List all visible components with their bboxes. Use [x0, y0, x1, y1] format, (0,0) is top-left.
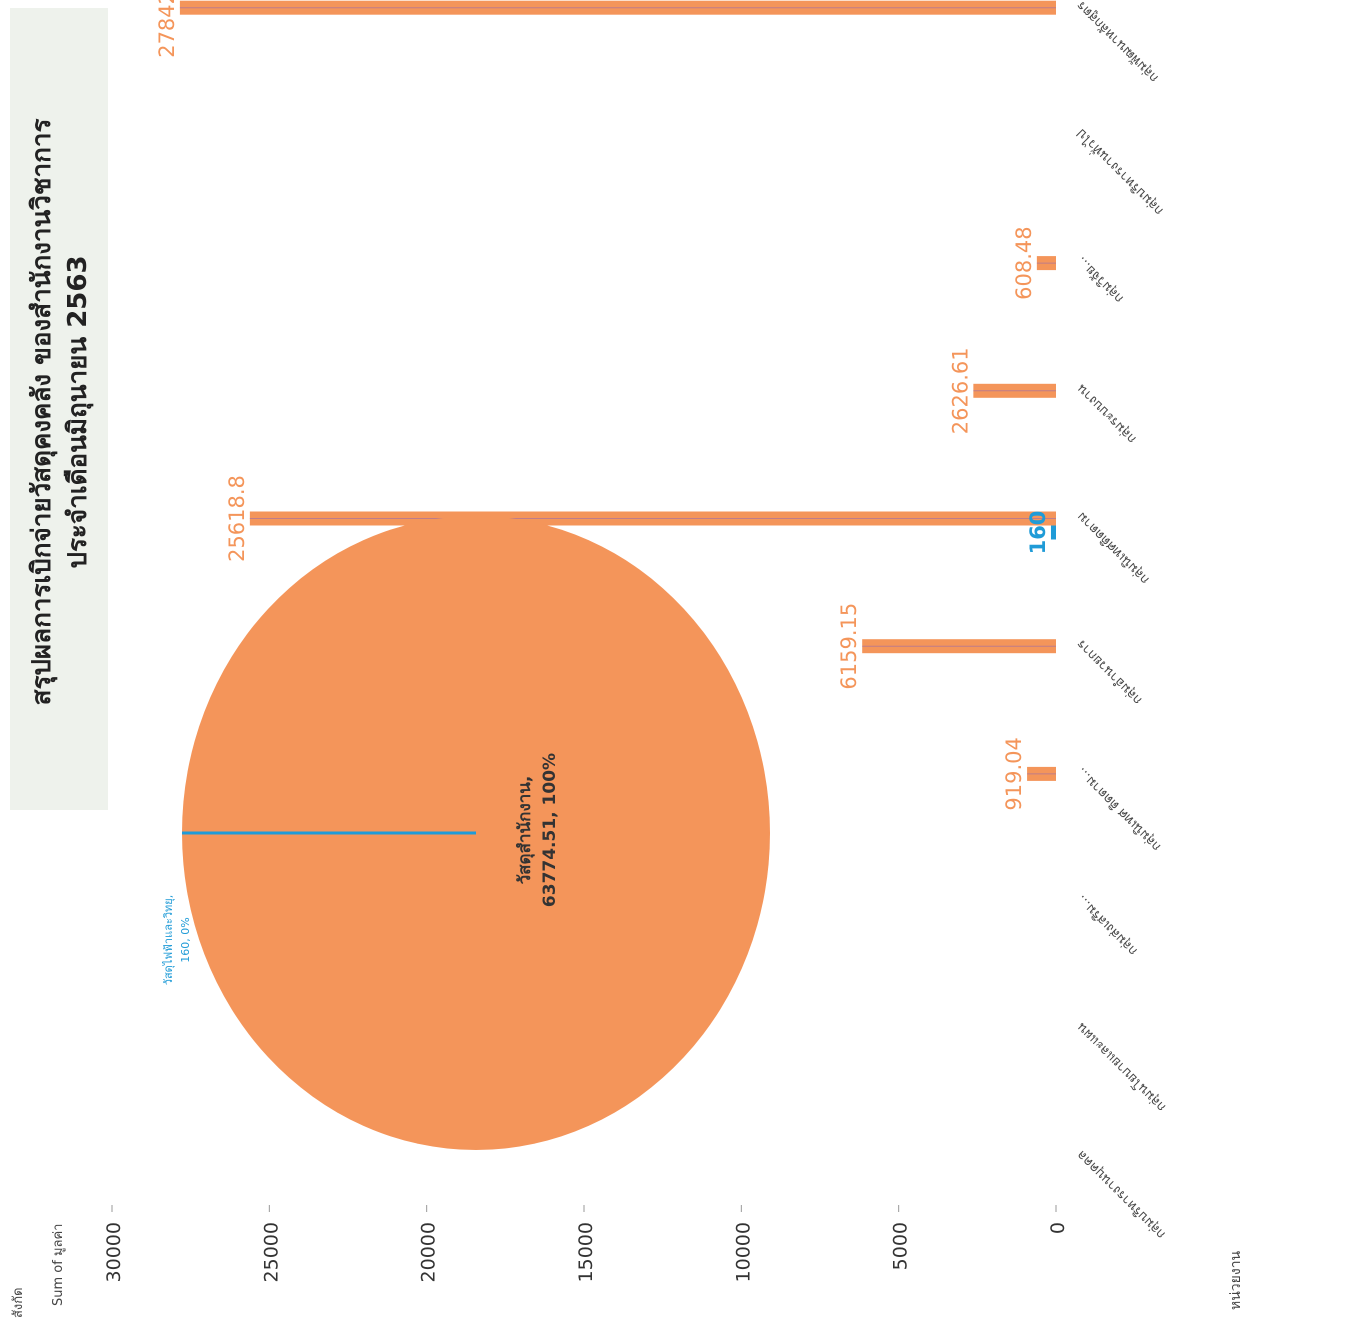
chart-subtitle: ประจำเดือนมิถุนายน 2563	[63, 255, 94, 568]
bar-label-office-3: 919.04	[1002, 737, 1026, 810]
tick-label-3: 15000	[575, 1222, 597, 1282]
category-label-6: กลุ่มระบบงาน	[1074, 381, 1139, 446]
category-axis-labels: กลุ่มบริหารงานบุคคล กลุ่มนโยบายและแผน กลุ่…	[1073, 0, 1169, 1242]
svg-text:160, 0%: 160, 0%	[179, 917, 192, 962]
pie-label-office-supplies: วัสดุสำนักงาน, 63774.51, 100%	[515, 753, 560, 907]
bar-label-electric-5: 160	[1026, 511, 1050, 555]
category-label-5: กลุ่มนิเทศติดตาม	[1074, 509, 1152, 587]
pie-label-office-value: 63774.51	[540, 818, 560, 907]
svg-text:วัสดุไฟฟ้าและวิทยุ,: วัสดุไฟฟ้าและวิทยุ,	[162, 895, 175, 985]
category-field-label: หน่วยงาน	[1228, 1250, 1244, 1310]
bar-label-office-7: 608.48	[1012, 226, 1036, 299]
bar-data-labels: 919.04 6159.15 25618.8 2626.61 608.48 27842.4…	[155, 0, 1050, 811]
category-label-7: กลุ่มวิจัย...	[1074, 253, 1127, 306]
pie-label-electric-percent: 0%	[179, 917, 192, 934]
category-label-1: กลุ่มนโยบายและแผน	[1073, 1019, 1169, 1115]
tick-label-2: 10000	[732, 1222, 754, 1282]
pie-label-electric-value: 160	[179, 942, 192, 963]
bar-electric-5	[1050, 525, 1056, 540]
title-box	[10, 8, 108, 810]
corner-label-measure: Sum of มูลค่า	[51, 1224, 66, 1306]
tick-label-5: 25000	[260, 1222, 282, 1282]
svg-text:63774.51, 100%: 63774.51, 100%	[540, 753, 560, 907]
category-label-8: กลุ่มบริหารงานทั่วไป	[1073, 126, 1167, 220]
pie-label-office-percent: 100%	[540, 753, 560, 806]
category-label-3: กลุ่มนิเทศ ติดตาม...	[1074, 764, 1164, 854]
bar-label-office-4: 6159.15	[837, 603, 861, 690]
chart-title: สรุปผลการเบิกจ่ายวัสดุคงคลัง ของสำนักงาน…	[27, 119, 58, 706]
category-label-2: กลุ่มส่งเสริม...	[1074, 892, 1140, 958]
bar-label-office-9: 27842.43	[155, 0, 179, 58]
category-label-4: กลุ่มอำนวยการ	[1074, 636, 1145, 707]
pie-label-office-name: วัสดุสำนักงาน	[515, 782, 535, 885]
tick-label-4: 20000	[418, 1222, 440, 1282]
bar-label-office-6: 2626.61	[948, 347, 972, 434]
tick-label-1: 5000	[890, 1222, 912, 1270]
pie-label-electric-name: วัสดุไฟฟ้าและวิทยุ	[162, 898, 175, 985]
tick-label-0: 0	[1047, 1222, 1069, 1234]
category-label-9: กลุ่มพัฒนาหลักสูตร	[1074, 0, 1161, 85]
corner-label-affiliation: สังกัด	[11, 1287, 26, 1318]
pie-chart: วัสดุสำนักงาน, 63774.51, 100% วัสดุไฟฟ้า…	[162, 516, 770, 1150]
svg-text:วัสดุสำนักงาน,: วัสดุสำนักงาน,	[515, 776, 535, 885]
bar-label-office-5: 25618.8	[225, 475, 249, 562]
tick-label-6: 30000	[103, 1222, 125, 1282]
pie-label-electrical-supplies: วัสดุไฟฟ้าและวิทยุ, 160, 0%	[162, 895, 192, 985]
value-axis-ticks: 0 5000 10000 15000 20000 25000 30000	[103, 1205, 1069, 1282]
category-label-0: กลุ่มบริหารงานบุคคล	[1074, 1147, 1168, 1241]
